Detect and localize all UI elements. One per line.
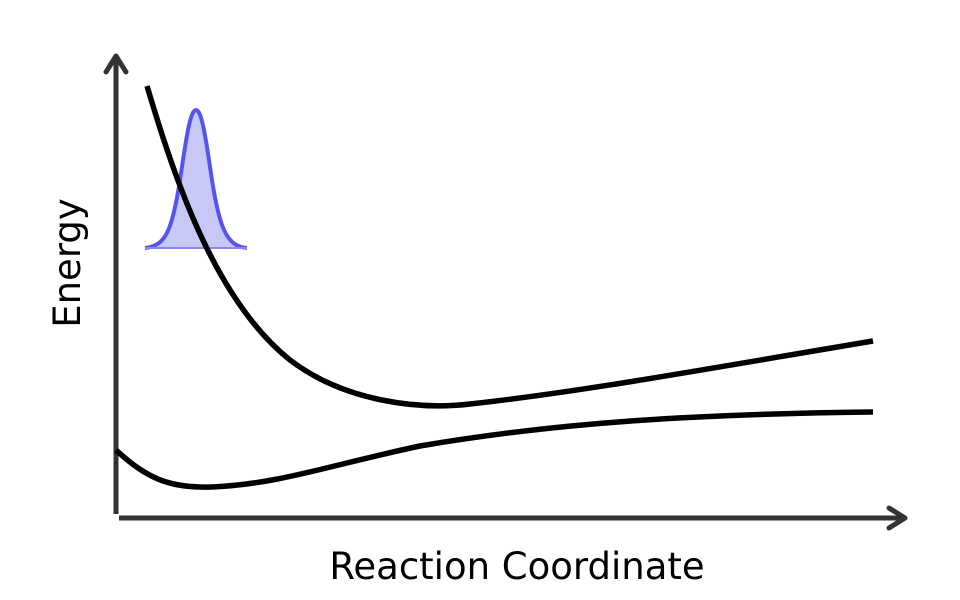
wavepacket-outline (144, 107, 248, 250)
x-axis-arrowhead (886, 505, 908, 531)
wavepacket-fill (145, 110, 247, 248)
x-axis-label: Reaction Coordinate (329, 545, 704, 588)
y-axis-arrowhead (103, 53, 129, 75)
y-axis-label: Energy (46, 198, 89, 328)
ground-state-curve (114, 409, 874, 490)
excited-state-curve (144, 85, 874, 409)
